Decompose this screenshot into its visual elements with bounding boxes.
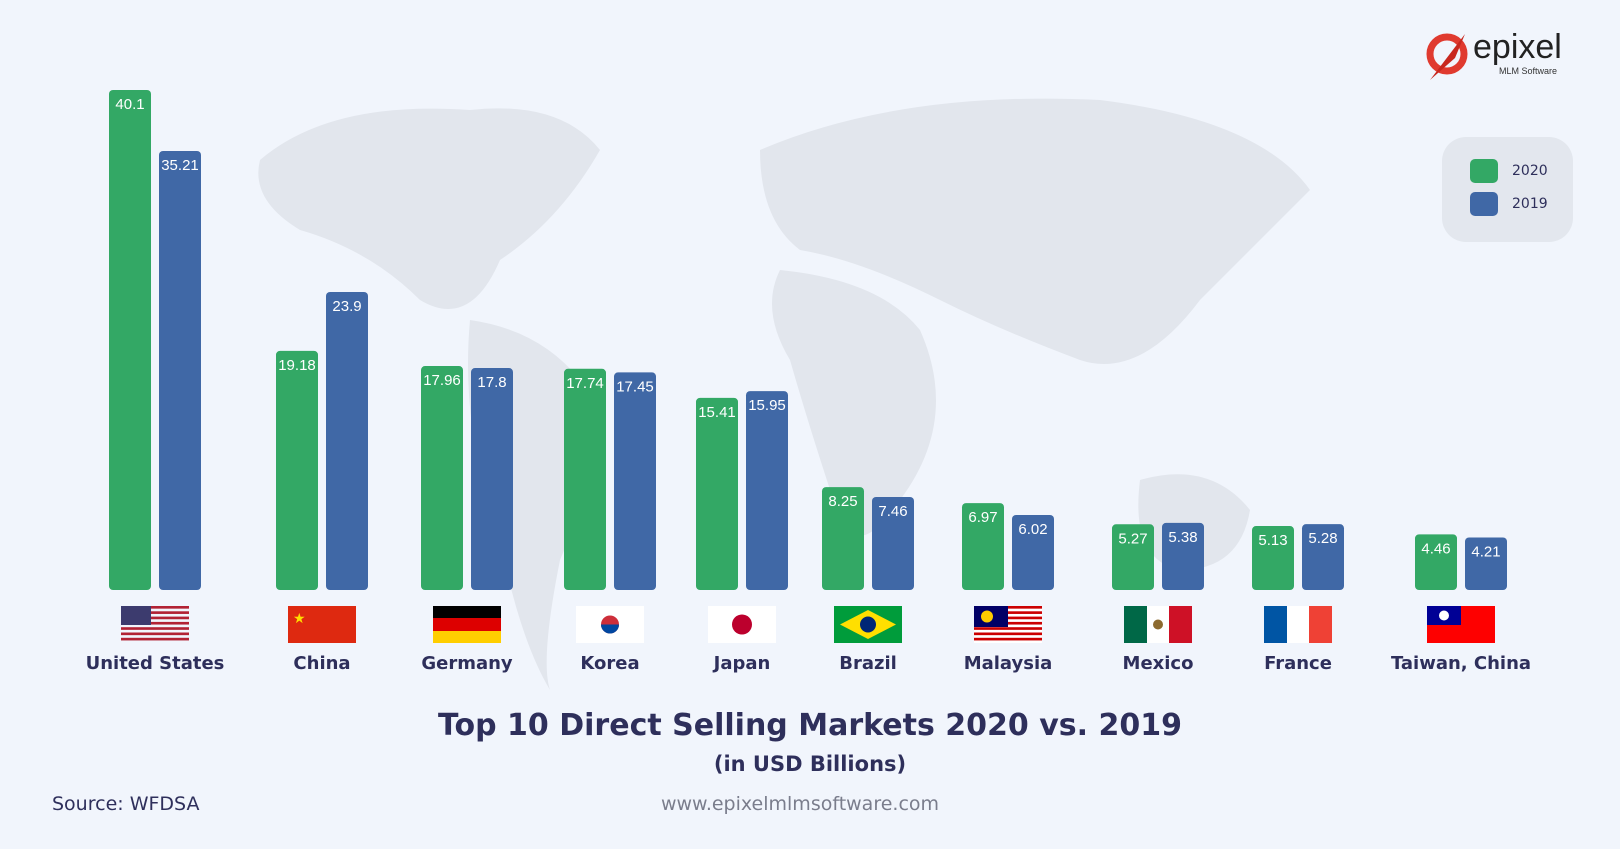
bar-2020-france xyxy=(1252,526,1294,590)
bar-2020-united-states xyxy=(109,90,151,590)
epixel-logo-icon xyxy=(1426,33,1468,80)
data-label: 15.95 xyxy=(748,397,786,414)
flag-stripe xyxy=(1287,606,1309,643)
category-label: Taiwan, China xyxy=(1391,653,1531,674)
flag-stripe xyxy=(974,637,1042,641)
legend-item-2020: 2020 xyxy=(1470,159,1548,183)
website-url: www.epixelmlmsoftware.com xyxy=(660,793,940,815)
data-label: 17.96 xyxy=(423,372,461,389)
category-label: France xyxy=(1264,653,1332,674)
brand-name: epixel xyxy=(1473,28,1562,66)
brand-tagline: MLM Software xyxy=(1499,66,1558,76)
bar-2019-china xyxy=(326,291,368,590)
legend-swatch xyxy=(1470,159,1498,183)
legend-label: 2020 xyxy=(1512,163,1548,179)
data-label: 4.21 xyxy=(1471,544,1500,561)
category-label: Germany xyxy=(421,653,513,674)
flag-stripe xyxy=(433,618,501,631)
bar-2020-germany xyxy=(421,366,463,590)
data-label: 7.46 xyxy=(878,503,907,520)
flag-stripe xyxy=(433,606,501,618)
chart-title: Top 10 Direct Selling Markets 2020 vs. 2… xyxy=(438,708,1182,743)
flag-emblem xyxy=(1153,619,1163,630)
legend: 2020 2019 xyxy=(1442,137,1573,242)
flag-taeguk xyxy=(601,624,619,634)
data-label: 17.74 xyxy=(566,375,604,392)
data-label: 35.21 xyxy=(161,157,199,174)
flag-stripe xyxy=(121,621,189,625)
category-label: Malaysia xyxy=(964,653,1053,674)
data-label: 6.97 xyxy=(968,509,997,526)
flag-stripe xyxy=(1124,606,1147,643)
flag-stripe xyxy=(1169,606,1192,643)
bar-2019-germany xyxy=(471,368,513,590)
legend-swatch xyxy=(1470,192,1498,216)
flag-sun xyxy=(1439,610,1449,621)
bar-2019-japan xyxy=(746,391,788,590)
flag-stripe xyxy=(121,627,189,630)
bar-2019-mexico xyxy=(1162,522,1204,590)
bar-2019-malaysia xyxy=(1012,514,1054,590)
flag-stripe xyxy=(974,627,1042,630)
flag-stripe xyxy=(121,616,189,620)
bar-2019-united-states xyxy=(159,150,201,590)
bar-2020-china xyxy=(276,350,318,590)
category-label: China xyxy=(293,653,350,674)
flag-stripe xyxy=(121,637,189,641)
data-label: 4.46 xyxy=(1421,540,1450,557)
bar-2019-france xyxy=(1302,524,1344,590)
bar-2020-korea xyxy=(564,368,606,590)
flag-stripe xyxy=(433,631,501,643)
flag-stripe xyxy=(121,606,189,609)
data-label: 6.02 xyxy=(1018,521,1047,538)
bar-2019-brazil xyxy=(872,496,914,590)
data-label: 19.18 xyxy=(278,357,316,374)
category-label: Brazil xyxy=(839,653,897,674)
flag-stripe xyxy=(1309,606,1332,643)
brand-logo: epixel MLM Software xyxy=(1425,28,1575,84)
flag-crescent xyxy=(981,610,993,623)
bar-2020-brazil xyxy=(822,487,864,590)
flag-sun xyxy=(732,614,752,635)
legend-item-2019: 2019 xyxy=(1470,192,1548,216)
data-label: 23.9 xyxy=(332,298,361,315)
flag-stripe xyxy=(121,632,189,636)
data-label: 15.41 xyxy=(698,404,736,421)
data-label: 17.8 xyxy=(477,374,506,391)
data-label: 5.38 xyxy=(1168,529,1197,546)
chart-subtitle: (in USD Billions) xyxy=(713,752,907,776)
category-label: Japan xyxy=(712,653,771,674)
source-note: Source: WFDSA xyxy=(52,793,200,815)
category-label: Korea xyxy=(580,653,639,674)
category-label: Mexico xyxy=(1123,653,1194,674)
data-label: 40.1 xyxy=(115,96,144,113)
flag-globe xyxy=(860,616,876,633)
data-label: 8.25 xyxy=(828,493,857,510)
flag-stripe xyxy=(121,611,189,614)
flag-stripe xyxy=(974,632,1042,636)
bar-2020-taiwan-china xyxy=(1415,534,1457,590)
data-label: 17.45 xyxy=(616,378,654,395)
flag-stripe xyxy=(1264,606,1287,643)
bar-2020-malaysia xyxy=(962,503,1004,590)
bar-2019-korea xyxy=(614,372,656,590)
flag-canton xyxy=(121,606,151,625)
bar-2020-japan xyxy=(696,397,738,590)
bar-2019-taiwan-china xyxy=(1465,537,1507,590)
data-label: 5.13 xyxy=(1258,532,1287,549)
data-label: 5.28 xyxy=(1308,530,1337,547)
category-label: United States xyxy=(86,653,225,674)
bar-2020-mexico xyxy=(1112,524,1154,590)
flag-field xyxy=(288,606,356,643)
flag-star: ★ xyxy=(293,611,306,627)
legend-label: 2019 xyxy=(1512,196,1548,212)
data-label: 5.27 xyxy=(1118,530,1147,547)
